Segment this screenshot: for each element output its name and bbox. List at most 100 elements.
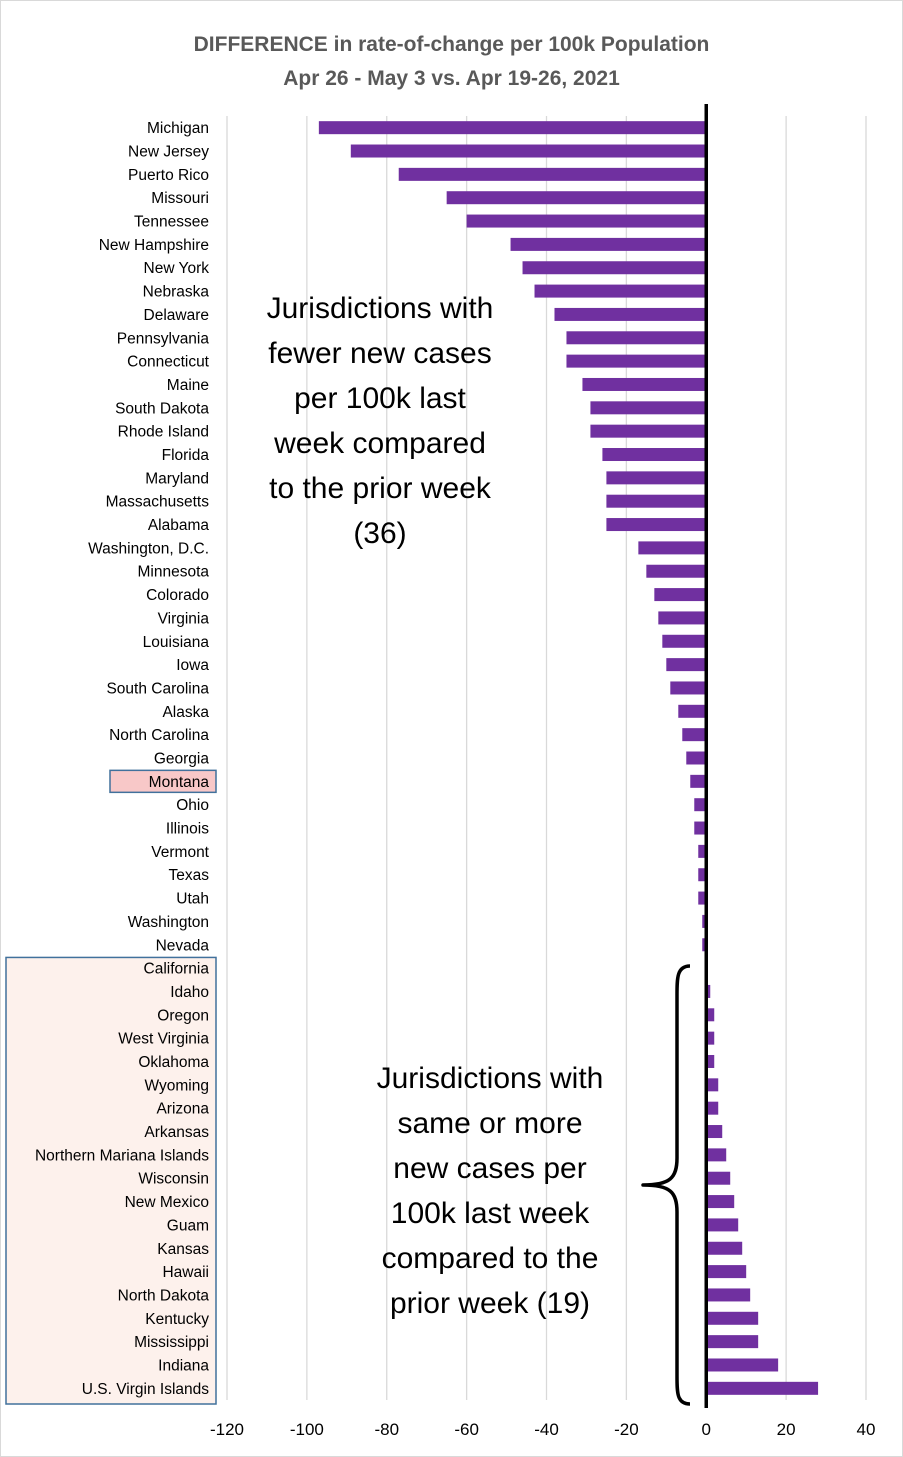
bar (466, 214, 707, 228)
bar (510, 237, 707, 251)
x-tick-label: -120 (210, 1420, 244, 1439)
bar (398, 167, 707, 181)
category-label: South Dakota (115, 400, 209, 417)
bar (706, 1265, 747, 1279)
bar (690, 774, 707, 788)
bar (706, 1381, 819, 1395)
x-tick-label: -60 (454, 1420, 479, 1439)
category-label: Oklahoma (138, 1054, 209, 1071)
category-label: Colorado (146, 587, 209, 604)
bar (698, 844, 707, 858)
category-label: Alaska (162, 704, 209, 721)
bar (566, 354, 707, 368)
bar (566, 331, 707, 345)
x-tick-label: -100 (290, 1420, 324, 1439)
same-or-more-group-box (5, 956, 217, 1405)
category-label: Missouri (151, 190, 209, 207)
annotation-line: 100k last week (390, 1197, 590, 1230)
category-label: Georgia (154, 751, 210, 768)
category-label: Pennsylvania (117, 330, 210, 347)
chart-subtitle: Apr 26 - May 3 vs. Apr 19-26, 2021 (283, 67, 620, 90)
bar (666, 658, 707, 672)
category-label: Alabama (148, 517, 210, 534)
bar (582, 377, 707, 391)
category-label: U.S. Virgin Islands (82, 1381, 209, 1398)
bar (662, 634, 707, 648)
bar (590, 401, 707, 415)
category-label: Guam (167, 1217, 209, 1234)
brace-icon (641, 964, 691, 1406)
bar (706, 1078, 719, 1092)
bar (554, 307, 707, 321)
annotation-line: same or more (397, 1107, 583, 1140)
bar (706, 1195, 735, 1209)
bar (658, 611, 707, 625)
bar (706, 1125, 723, 1139)
bar (682, 728, 707, 742)
category-label: Nevada (156, 937, 210, 954)
annotation-line: prior week (19) (389, 1287, 591, 1320)
x-tick-label: 20 (777, 1420, 796, 1439)
bar (706, 1241, 743, 1255)
category-label: Kansas (157, 1241, 209, 1258)
bar (706, 1358, 779, 1372)
bar (638, 541, 707, 555)
category-label: Puerto Rico (128, 167, 209, 184)
category-label: Florida (162, 447, 210, 464)
category-label: Nebraska (143, 284, 210, 301)
bar (706, 1148, 727, 1162)
bar (706, 1335, 759, 1349)
category-label: Connecticut (127, 354, 210, 371)
x-tick-label: 0 (702, 1420, 711, 1439)
annotation-line: Jurisdictions with (266, 292, 494, 325)
bar (686, 751, 707, 765)
category-label: Wyoming (145, 1077, 209, 1094)
category-label: Washington (128, 914, 209, 931)
annotation-line: new cases per (393, 1152, 587, 1185)
category-label: Rhode Island (118, 424, 209, 441)
bar (706, 1171, 731, 1185)
annotation-line: fewer new cases (268, 337, 492, 370)
category-label: Arkansas (144, 1124, 209, 1141)
bar (670, 681, 707, 695)
bar (694, 821, 707, 835)
category-label: New Mexico (125, 1194, 209, 1211)
category-label: Utah (176, 891, 209, 908)
category-label: Maine (167, 377, 209, 394)
category-label: Washington, D.C. (88, 540, 209, 557)
bar (606, 471, 707, 485)
annotation-line: (36) (353, 517, 407, 550)
category-label: Iowa (176, 657, 209, 674)
category-label: California (144, 961, 210, 978)
bar (706, 1031, 715, 1045)
category-label: Wisconsin (138, 1171, 209, 1188)
annotation-fewer-cases: Jurisdictions with fewer new cases per 1… (232, 286, 528, 556)
bar (706, 984, 711, 998)
category-label: Mississippi (134, 1334, 209, 1351)
annotation-line: to the prior week (269, 472, 491, 505)
category-label: North Dakota (118, 1287, 210, 1304)
bar (590, 424, 707, 438)
category-label: North Carolina (109, 727, 209, 744)
category-label: Idaho (170, 984, 209, 1001)
bar (706, 1101, 719, 1115)
category-label: Virginia (158, 610, 210, 627)
category-label: Indiana (158, 1357, 209, 1374)
category-label: New York (144, 260, 210, 277)
category-label: Texas (169, 867, 210, 884)
category-label: Michigan (147, 120, 209, 137)
category-label: West Virginia (118, 1031, 209, 1048)
bar (318, 121, 707, 135)
x-tick-label: -40 (534, 1420, 559, 1439)
annotation-line: per 100k last (294, 382, 466, 415)
highlight-box (109, 769, 217, 794)
annotation-line: Jurisdictions with (376, 1062, 604, 1095)
bar (534, 284, 707, 298)
bar (350, 144, 707, 158)
bar (702, 914, 707, 928)
bar (698, 868, 707, 882)
category-label: Louisiana (143, 634, 210, 651)
category-label: New Hampshire (99, 237, 209, 254)
annotation-line: week compared (274, 427, 486, 460)
